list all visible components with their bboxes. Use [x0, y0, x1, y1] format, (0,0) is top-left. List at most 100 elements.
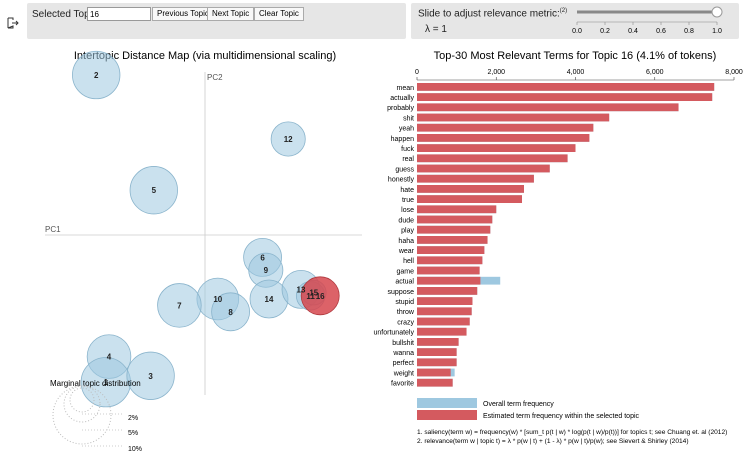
- bar-selected-real[interactable]: [417, 154, 568, 163]
- topic-label-8: 8: [228, 308, 233, 317]
- bar-selected-guess[interactable]: [417, 164, 550, 173]
- term-label-crazy[interactable]: crazy: [397, 319, 414, 326]
- previous-topic-button[interactable]: Previous Topic: [152, 7, 214, 21]
- term-label-fuck[interactable]: fuck: [401, 146, 414, 153]
- bar-selected-wanna[interactable]: [417, 348, 457, 356]
- term-label-suppose[interactable]: suppose: [388, 289, 415, 296]
- topic-label-7: 7: [177, 301, 182, 310]
- bar-selected-lose[interactable]: [417, 205, 497, 214]
- bar-selected-yeah[interactable]: [417, 123, 594, 132]
- legend-overall-swatch: [417, 398, 477, 408]
- bar-selected-suppose[interactable]: [417, 287, 478, 295]
- bar-selected-hell[interactable]: [417, 256, 483, 265]
- exit-icon[interactable]: [7, 17, 19, 29]
- term-label-play[interactable]: play: [401, 228, 414, 235]
- footnote-relevance: 2. relevance(term w | topic t) = λ * p(w…: [417, 438, 689, 445]
- bar-selected-hate[interactable]: [417, 185, 524, 193]
- bar-selected-haha[interactable]: [417, 236, 488, 244]
- term-label-wear[interactable]: wear: [398, 248, 415, 255]
- term-label-dude[interactable]: dude: [398, 217, 414, 224]
- topic-circle-3[interactable]: [126, 351, 175, 400]
- map-title: Intertopic Distance Map (via multidimens…: [74, 50, 336, 62]
- relevance-slider[interactable]: 0.0 0.2 0.4 0.6 0.8 1.0: [572, 6, 723, 35]
- term-label-throw[interactable]: throw: [397, 309, 415, 316]
- term-label-lose[interactable]: lose: [401, 207, 414, 214]
- legend-overall-label: Overall term frequency: [483, 401, 554, 408]
- term-label-mean[interactable]: mean: [396, 85, 414, 92]
- term-label-unfortunately[interactable]: unfortunately: [374, 330, 415, 337]
- term-label-yeah[interactable]: yeah: [399, 126, 414, 133]
- bar-selected-actually[interactable]: [417, 93, 713, 101]
- bar-selected-wear[interactable]: [417, 246, 485, 254]
- topic-circle-5[interactable]: [129, 166, 178, 215]
- bar-selected-weight[interactable]: [417, 368, 451, 377]
- legend-circle-2: [69, 387, 95, 413]
- selected-topic-input[interactable]: [87, 7, 151, 21]
- bar-selected-shit[interactable]: [417, 113, 610, 122]
- term-label-probably[interactable]: probably: [387, 105, 414, 112]
- legend-label-5: 5%: [128, 430, 138, 437]
- term-label-haha[interactable]: haha: [398, 238, 414, 245]
- clear-topic-button[interactable]: Clear Topic: [254, 7, 304, 21]
- bar-selected-actual[interactable]: [417, 276, 481, 285]
- term-label-game[interactable]: game: [396, 268, 414, 275]
- topic-circle-7[interactable]: [157, 283, 202, 328]
- marginal-size-legend: 2% 5% 10%: [52, 385, 142, 453]
- term-label-bullshit[interactable]: bullshit: [392, 340, 414, 347]
- term-label-wanna[interactable]: wanna: [392, 350, 414, 357]
- bar-selected-bullshit[interactable]: [417, 338, 459, 346]
- slider-handle[interactable]: [711, 6, 723, 18]
- term-label-real[interactable]: real: [402, 156, 414, 163]
- term-label-actually[interactable]: actually: [390, 95, 414, 102]
- bar-selected-honestly[interactable]: [417, 174, 534, 183]
- bar-selected-crazy[interactable]: [417, 317, 470, 326]
- bar-selected-dude[interactable]: [417, 215, 493, 224]
- bar-axis-tick-label: 0: [415, 69, 419, 76]
- topic-circle-2[interactable]: [72, 50, 121, 100]
- bar-selected-happen[interactable]: [417, 134, 590, 142]
- topic-label-15: 15: [309, 289, 318, 298]
- topic-label-6: 6: [260, 253, 265, 262]
- bar-selected-mean[interactable]: [417, 83, 715, 91]
- term-label-guess[interactable]: guess: [395, 166, 414, 173]
- term-label-perfect[interactable]: perfect: [393, 360, 414, 367]
- bar-selected-throw[interactable]: [417, 307, 472, 316]
- bar-selected-play[interactable]: [417, 225, 491, 234]
- legend-circle-10: [52, 385, 112, 445]
- topic-label-9: 9: [264, 266, 269, 275]
- pc1-label: PC1: [45, 225, 61, 234]
- topic-circle-12[interactable]: [270, 121, 306, 157]
- topic-circle-16[interactable]: [300, 276, 340, 316]
- bar-selected-unfortunately[interactable]: [417, 327, 467, 336]
- bar-selected-stupid[interactable]: [417, 297, 473, 305]
- next-topic-button[interactable]: Next Topic: [207, 7, 255, 21]
- bar-selected-favorite[interactable]: [417, 378, 453, 387]
- term-label-shit[interactable]: shit: [403, 115, 414, 122]
- relevance-slider-panel: Slide to adjust relevance metric:(2) λ =…: [411, 3, 739, 39]
- term-label-honestly[interactable]: honestly: [388, 177, 415, 184]
- legend-circle-5: [63, 385, 101, 423]
- bar-selected-game[interactable]: [417, 266, 480, 275]
- bar-rows: mean actually probably shit yeah happen fuck re…: [374, 83, 715, 388]
- topic-circle-8[interactable]: [211, 292, 251, 332]
- term-label-true[interactable]: true: [402, 197, 414, 204]
- legend-selected-label: Estimated term frequency within the sele…: [483, 413, 640, 420]
- topic-label-2: 2: [94, 71, 99, 80]
- bar-selected-perfect[interactable]: [417, 358, 457, 367]
- bar-selected-probably[interactable]: [417, 103, 679, 112]
- term-label-favorite[interactable]: favorite: [391, 381, 414, 388]
- term-label-happen[interactable]: happen: [391, 136, 414, 143]
- term-label-weight[interactable]: weight: [393, 370, 414, 377]
- topic-label-13: 13: [297, 285, 306, 294]
- topic-controls: Selected Topic: Previous Topic Next Topi…: [27, 3, 406, 39]
- term-label-actual[interactable]: actual: [395, 279, 414, 286]
- legend-label-2: 2%: [128, 415, 138, 422]
- bar-selected-fuck[interactable]: [417, 144, 576, 152]
- bar-selected-true[interactable]: [417, 195, 523, 203]
- term-label-hate[interactable]: hate: [400, 187, 414, 194]
- term-label-hell[interactable]: hell: [403, 258, 414, 265]
- slider-tick-label: 0.6: [656, 28, 666, 35]
- term-label-stupid[interactable]: stupid: [395, 299, 414, 306]
- selected-topic-label: Selected Topic:: [32, 9, 100, 20]
